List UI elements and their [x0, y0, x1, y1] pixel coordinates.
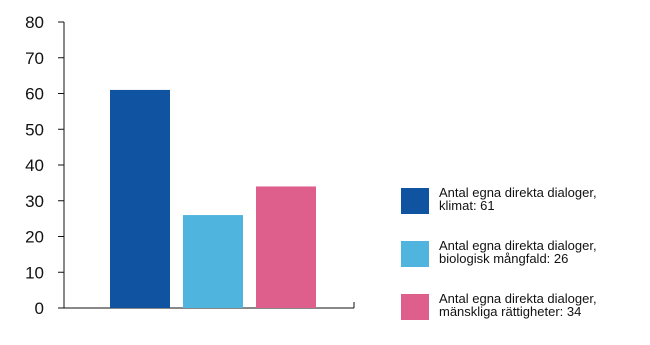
- y-tick-label: 70: [25, 49, 44, 68]
- legend-label-line2: mänskliga rättigheter: 34: [439, 304, 582, 319]
- y-tick-label: 10: [25, 263, 44, 282]
- bar-chart: 0 10 20 30 40 50 60 70 80: [25, 13, 355, 318]
- legend-item-manskliga-rattigheter: Antal egna direkta dialoger, mänskliga r…: [401, 292, 650, 320]
- y-tick-label: 80: [25, 13, 44, 32]
- legend-label-klimat: Antal egna direkta dialoger, klimat: 61: [439, 186, 650, 212]
- legend-label-line2: biologisk mångfald: 26: [439, 251, 569, 266]
- legend-swatch-manskliga-rattigheter: [401, 294, 429, 320]
- y-tick-label: 40: [25, 156, 44, 175]
- legend-label-manskliga-rattigheter: Antal egna direkta dialoger, mänskliga r…: [439, 292, 650, 318]
- y-tick-label: 20: [25, 228, 44, 247]
- legend: Antal egna direkta dialoger, klimat: 61 …: [401, 186, 650, 345]
- y-tick-label: 30: [25, 192, 44, 211]
- bar-mänskliga-rättigheter: [256, 186, 316, 308]
- legend-item-biologisk-mangfald: Antal egna direkta dialoger, biologisk m…: [401, 239, 650, 267]
- legend-label-line1: Antal egna direkta dialoger,: [439, 238, 597, 253]
- legend-label-biologisk-mangfald: Antal egna direkta dialoger, biologisk m…: [439, 239, 650, 265]
- legend-label-line1: Antal egna direkta dialoger,: [439, 185, 597, 200]
- bar-biologisk-mångfald: [183, 215, 243, 308]
- y-tick-label: 60: [25, 85, 44, 104]
- legend-swatch-klimat: [401, 188, 429, 214]
- y-tick-label: 50: [25, 120, 44, 139]
- y-tick-label: 0: [35, 299, 44, 318]
- bar-klimat: [110, 89, 170, 308]
- bars: [110, 89, 316, 308]
- legend-label-line1: Antal egna direkta dialoger,: [439, 291, 597, 306]
- legend-item-klimat: Antal egna direkta dialoger, klimat: 61: [401, 186, 650, 214]
- legend-label-line2: klimat: 61: [439, 198, 495, 213]
- legend-swatch-biologisk-mangfald: [401, 241, 429, 267]
- y-axis: 0 10 20 30 40 50 60 70 80: [25, 13, 65, 318]
